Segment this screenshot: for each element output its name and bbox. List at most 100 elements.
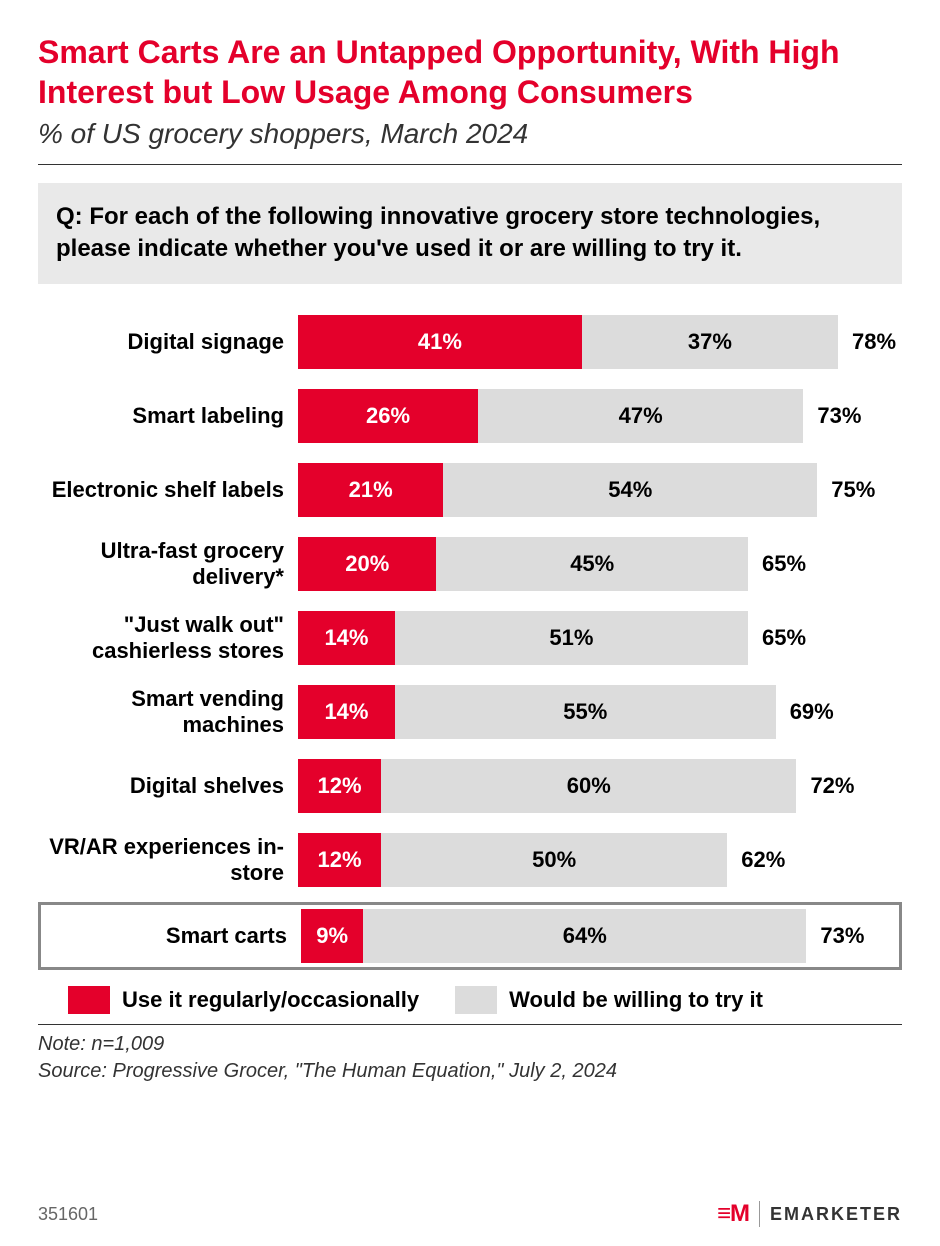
bar-segment-use: 20% <box>298 537 436 591</box>
divider <box>38 164 902 165</box>
bar-track: 26%47% <box>298 389 803 443</box>
bar-value-try: 55 <box>563 699 587 725</box>
bar-value-try: 37 <box>688 329 712 355</box>
brand-name: EMARKETER <box>770 1204 902 1225</box>
bar-wrap: 12%50% 62% <box>298 828 902 892</box>
bar-track: 9%64% <box>301 909 806 963</box>
bar-segment-try: 60% <box>381 759 796 813</box>
row-label: Digital signage <box>38 329 298 354</box>
legend-label-use: Use it regularly/occasionally <box>122 987 419 1013</box>
bar-wrap: 41%37% 78% <box>298 310 902 374</box>
bar-value-try: 47 <box>619 403 643 429</box>
legend-item-try: Would be willing to try it <box>455 986 763 1014</box>
legend-item-use: Use it regularly/occasionally <box>68 986 419 1014</box>
bar-chart: Digital signage41%37%78%Smart labeling26… <box>38 310 902 970</box>
bar-segment-use: 21% <box>298 463 443 517</box>
bar-track: 14%55% <box>298 685 776 739</box>
bar-segment-use: 12% <box>298 759 381 813</box>
bar-segment-use: 41% <box>298 315 582 369</box>
bar-segment-try: 45% <box>436 537 748 591</box>
row-total: 69% <box>790 699 834 725</box>
bar-wrap: 21%54% 75% <box>298 458 902 522</box>
row-label: Electronic shelf labels <box>38 477 298 502</box>
legend-label-try: Would be willing to try it <box>509 987 763 1013</box>
bar-value-try: 45 <box>570 551 594 577</box>
swatch-try <box>455 986 497 1014</box>
bar-track: 20%45% <box>298 537 748 591</box>
bar-segment-try: 64% <box>363 909 806 963</box>
row-total: 78% <box>852 329 896 355</box>
chart-row: Smart vending machines14%55% 69% <box>38 680 902 744</box>
bar-wrap: 14%51% 65% <box>298 606 902 670</box>
bar-value-try: 54 <box>608 477 632 503</box>
bar-wrap: 20%45% 65% <box>298 532 902 596</box>
bar-track: 21%54% <box>298 463 817 517</box>
chart-row: Ultra-fast grocery delivery*20%45% 65% <box>38 532 902 596</box>
bar-value-use: 14 <box>324 625 348 651</box>
row-label: VR/AR experiences in-store <box>38 834 298 885</box>
row-total: 65% <box>762 625 806 651</box>
bar-value-try: 64 <box>563 923 587 949</box>
row-total: 73% <box>820 923 864 949</box>
chart-row: "Just walk out" cashierless stores14%51%… <box>38 606 902 670</box>
chart-subtitle: % of US grocery shoppers, March 2024 <box>38 118 902 150</box>
chart-row: Digital shelves12%60% 72% <box>38 754 902 818</box>
row-total: 72% <box>810 773 854 799</box>
bar-track: 12%50% <box>298 833 727 887</box>
row-total: 65% <box>762 551 806 577</box>
note-sample: Note: n=1,009 <box>38 1031 902 1058</box>
swatch-use <box>68 986 110 1014</box>
bar-value-try: 50 <box>532 847 556 873</box>
brand-divider <box>759 1201 760 1227</box>
row-label: Smart labeling <box>38 403 298 428</box>
row-total: 75% <box>831 477 875 503</box>
chart-row: Smart labeling26%47% 73% <box>38 384 902 448</box>
chart-row: VR/AR experiences in-store12%50% 62% <box>38 828 902 892</box>
bar-track: 41%37% <box>298 315 838 369</box>
bar-segment-try: 37% <box>582 315 838 369</box>
bar-value-use: 21 <box>349 477 373 503</box>
legend: Use it regularly/occasionally Would be w… <box>38 986 902 1014</box>
bar-value-use: 12 <box>318 847 342 873</box>
survey-question: Q: For each of the following innovative … <box>38 183 902 284</box>
bar-value-use: 14 <box>324 699 348 725</box>
row-total: 62% <box>741 847 785 873</box>
bar-value-use: 9 <box>316 923 328 949</box>
bar-segment-try: 51% <box>395 611 748 665</box>
brand-logo-group: ≡M EMARKETER <box>717 1200 902 1228</box>
row-total: 73% <box>817 403 861 429</box>
bar-track: 14%51% <box>298 611 748 665</box>
bar-value-try: 51 <box>549 625 573 651</box>
row-label: Smart carts <box>41 923 301 948</box>
bar-value-try: 60 <box>567 773 591 799</box>
row-label: Digital shelves <box>38 773 298 798</box>
chart-row: Digital signage41%37% 78% <box>38 310 902 374</box>
bar-segment-use: 26% <box>298 389 478 443</box>
note-source: Source: Progressive Grocer, "The Human E… <box>38 1058 902 1085</box>
bar-wrap: 12%60% 72% <box>298 754 902 818</box>
bar-value-use: 12 <box>318 773 342 799</box>
bar-value-use: 20 <box>345 551 369 577</box>
bar-segment-try: 50% <box>381 833 727 887</box>
bar-track: 12%60% <box>298 759 796 813</box>
notes: Note: n=1,009 Source: Progressive Grocer… <box>38 1024 902 1085</box>
bar-wrap: 14%55% 69% <box>298 680 902 744</box>
bar-segment-use: 14% <box>298 685 395 739</box>
bar-value-use: 26 <box>366 403 390 429</box>
row-label: Smart vending machines <box>38 686 298 737</box>
bar-segment-try: 55% <box>395 685 776 739</box>
bar-wrap: 9%64% 73% <box>301 905 899 967</box>
bar-segment-use: 9% <box>301 909 363 963</box>
bar-value-use: 41 <box>418 329 442 355</box>
chart-id: 351601 <box>38 1204 98 1225</box>
bar-segment-use: 14% <box>298 611 395 665</box>
row-label: "Just walk out" cashierless stores <box>38 612 298 663</box>
bar-segment-try: 54% <box>443 463 817 517</box>
emarketer-mark-icon: ≡M <box>717 1200 749 1228</box>
chart-row: Electronic shelf labels21%54% 75% <box>38 458 902 522</box>
bar-wrap: 26%47% 73% <box>298 384 902 448</box>
chart-title: Smart Carts Are an Untapped Opportunity,… <box>38 32 902 112</box>
row-label: Ultra-fast grocery delivery* <box>38 538 298 589</box>
bar-segment-use: 12% <box>298 833 381 887</box>
bar-segment-try: 47% <box>478 389 803 443</box>
